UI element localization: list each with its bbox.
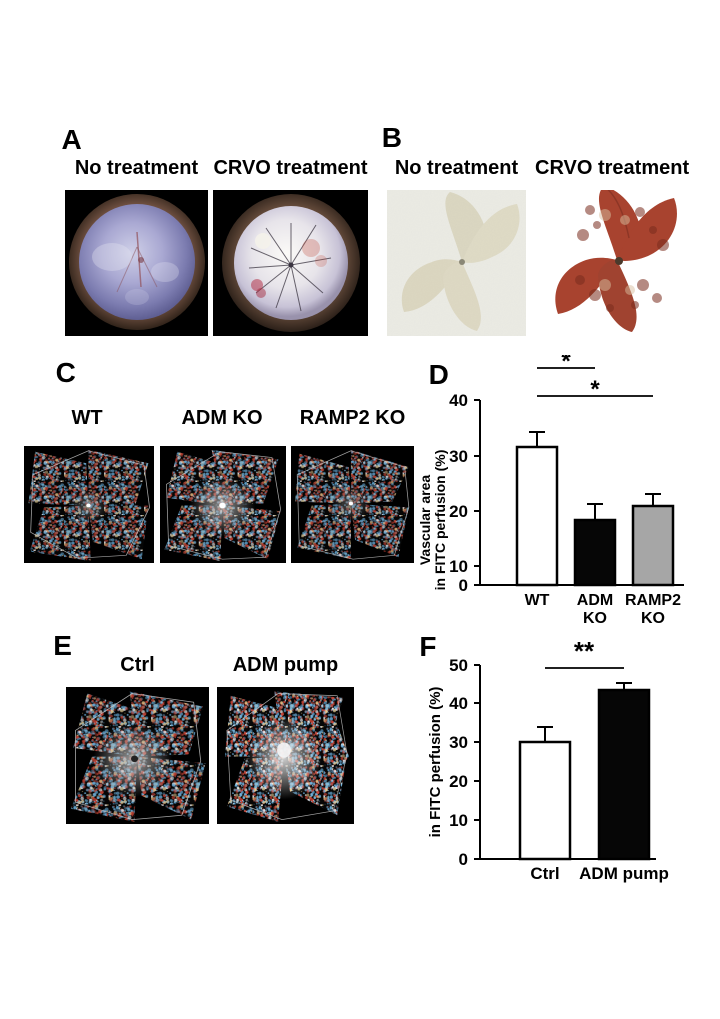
svg-text:50: 50 bbox=[449, 656, 468, 675]
svg-text:WT: WT bbox=[525, 592, 550, 609]
svg-text:ADM pump: ADM pump bbox=[579, 864, 669, 883]
svg-text:**: ** bbox=[574, 636, 595, 666]
svg-text:10: 10 bbox=[449, 811, 468, 830]
svg-text:KO: KO bbox=[583, 610, 607, 625]
svg-text:20: 20 bbox=[449, 502, 468, 521]
svg-text:RAMP2: RAMP2 bbox=[625, 592, 681, 609]
svg-text:30: 30 bbox=[449, 733, 468, 752]
svg-text:0: 0 bbox=[459, 850, 468, 869]
svg-text:in FITC perfusion (%): in FITC perfusion (%) bbox=[432, 450, 448, 591]
svg-text:in FITC perfusion (%): in FITC perfusion (%) bbox=[427, 687, 444, 838]
svg-text:ADM: ADM bbox=[577, 592, 613, 609]
svg-text:40: 40 bbox=[449, 694, 468, 713]
svg-text:0: 0 bbox=[459, 576, 468, 595]
svg-text:*: * bbox=[561, 355, 571, 375]
svg-text:*: * bbox=[590, 376, 600, 403]
svg-text:20: 20 bbox=[449, 772, 468, 791]
svg-text:Ctrl: Ctrl bbox=[530, 864, 559, 883]
svg-text:10: 10 bbox=[449, 557, 468, 576]
svg-text:40: 40 bbox=[449, 391, 468, 410]
svg-text:30: 30 bbox=[449, 447, 468, 466]
svg-text:KO: KO bbox=[641, 610, 665, 625]
